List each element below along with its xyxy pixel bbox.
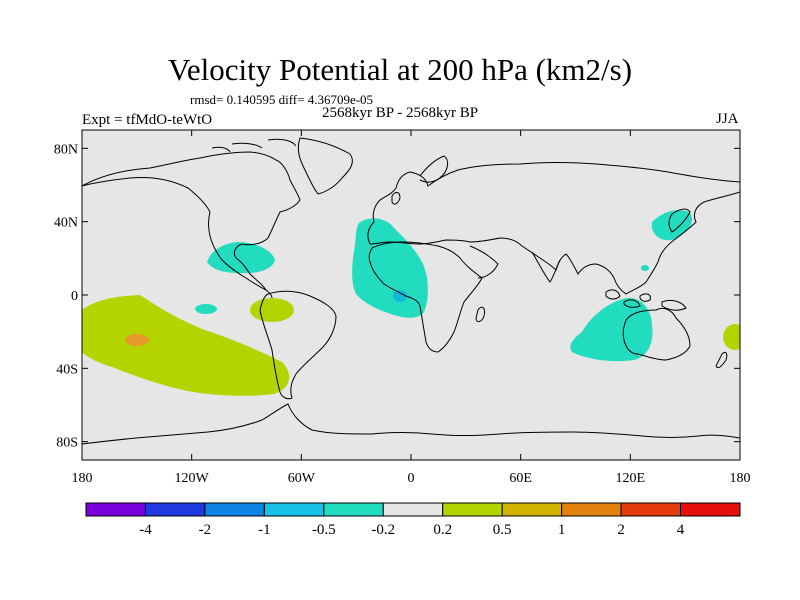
coastline-madagascar — [475, 306, 485, 323]
lat-tick-label: 0 — [71, 289, 78, 304]
lon-tick-label: 180 — [72, 471, 93, 486]
colorbar-label: -1 — [258, 522, 271, 538]
coastline-new-zealand — [715, 351, 728, 369]
latitude-axis: 80N 40N 0 40S 80S — [54, 142, 740, 451]
colorbar-label: 1 — [558, 522, 566, 538]
coastline-scandinavia — [419, 155, 449, 183]
lat-tick-label: 80N — [54, 142, 78, 157]
colorbar-swatch — [323, 502, 384, 517]
experiment-label: Expt = tfMdO-teWtO — [82, 112, 213, 128]
colorbar-swatch — [382, 502, 444, 517]
coastlines — [82, 137, 740, 445]
south-pacific-core-region — [125, 334, 149, 346]
colorbar-label: 4 — [677, 522, 685, 538]
lat-tick-label: 80S — [56, 436, 78, 451]
colorbar-label: -0.2 — [371, 522, 395, 538]
colorbar-swatch — [85, 502, 146, 517]
coastline-india — [531, 251, 561, 283]
colorbar-swatch — [501, 502, 563, 517]
period-label: 2568kyr BP - 2568kyr BP — [322, 105, 479, 121]
colorbar-label: -2 — [199, 522, 212, 538]
colorbar-swatch — [263, 502, 325, 517]
plot-title: Velocity Potential at 200 hPa (km2/s) — [167, 52, 633, 87]
colorbar: -4 -2 -1 -0.5 -0.2 0.2 0.5 1 2 4 — [85, 502, 741, 538]
east-pacific-positive-region — [250, 298, 294, 322]
colorbar-swatch — [561, 502, 622, 517]
colorbar-swatch — [442, 502, 503, 517]
atlantic-africa-negative-region — [352, 218, 428, 318]
colorbar-swatch — [620, 502, 682, 517]
lon-tick-label: 0 — [408, 471, 415, 486]
coastline-south-america — [259, 290, 337, 400]
coastline-canadian-islands — [211, 138, 297, 153]
coastline-japan — [668, 208, 691, 233]
coastline-maritime-continent — [605, 289, 687, 311]
coastline-eurasia — [367, 162, 740, 295]
coastline-australia — [622, 307, 691, 361]
coastline-antarctica — [82, 403, 740, 445]
lon-tick-label: 120W — [175, 471, 210, 486]
east-pacific-negative-region — [195, 304, 217, 314]
colorbar-swatch — [144, 502, 206, 517]
colorbar-label: 0.5 — [493, 522, 512, 538]
atlantic-core-region — [393, 290, 407, 302]
coastline-greenland — [297, 137, 353, 195]
colorbar-label: -4 — [139, 522, 152, 538]
colorbar-swatch — [680, 502, 741, 517]
coastline-africa — [368, 241, 483, 353]
colorbar-label: -0.5 — [312, 522, 336, 538]
longitude-axis: 180 120W 60W 0 60E 120E 180 — [72, 130, 751, 486]
lon-tick-label: 120E — [616, 471, 646, 486]
south-pacific-positive-region — [82, 295, 290, 396]
coastline-arabia — [469, 245, 499, 279]
colorbar-swatch — [204, 502, 265, 517]
lon-tick-label: 60W — [288, 471, 316, 486]
lat-tick-label: 40S — [56, 362, 78, 377]
coastline-uk — [391, 191, 401, 205]
philippines-negative-region — [641, 265, 649, 271]
coastline-north-america — [82, 151, 301, 299]
lon-tick-label: 180 — [730, 471, 751, 486]
far-east-pacific-positive-region — [723, 324, 740, 350]
lon-tick-label: 60E — [509, 471, 532, 486]
japan-negative-region — [651, 210, 692, 241]
stats-text: rmsd= 0.140595 diff= 4.36709e-05 — [190, 92, 374, 107]
lat-tick-label: 40N — [54, 216, 78, 231]
colorbar-label: 0.2 — [433, 522, 452, 538]
season-label: JJA — [716, 111, 739, 127]
central-america-negative-region — [207, 242, 275, 274]
colorbar-label: 2 — [617, 522, 625, 538]
anomaly-layer — [82, 210, 740, 396]
indian-ocean-negative-region — [570, 297, 653, 362]
